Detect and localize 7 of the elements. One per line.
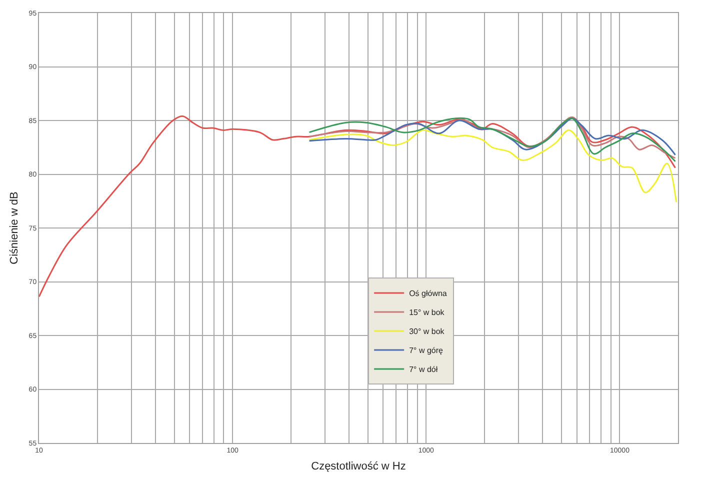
y-axis-title: Ciśnienie w dB (8, 192, 20, 264)
legend-label: Oś główna (409, 289, 448, 298)
legend-label: 7° w dół (409, 365, 438, 374)
x-axis-title: Częstotliwość w Hz (311, 460, 406, 473)
legend-label: 7° w górę (409, 346, 444, 356)
legend-label: 30° w bok (409, 327, 446, 336)
legend-label: 15° w bok (409, 308, 446, 318)
